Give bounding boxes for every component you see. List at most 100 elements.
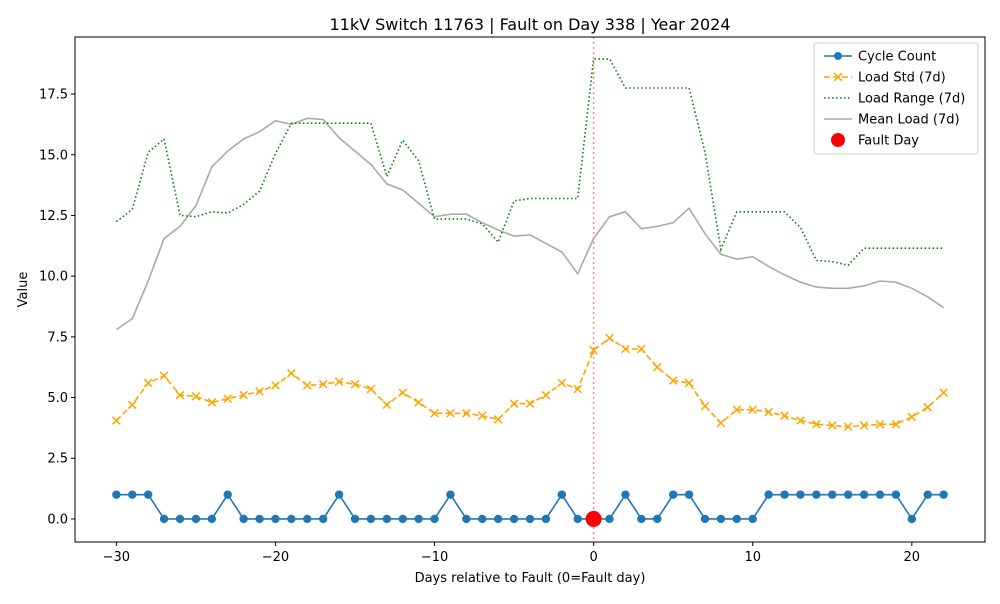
x-marker-stroke	[175, 390, 185, 400]
load-std-7d-point	[573, 384, 583, 394]
cycle-count-point	[541, 514, 551, 524]
x-marker-stroke	[366, 384, 376, 394]
x-marker-stroke	[509, 399, 519, 408]
cycle-count-point	[271, 514, 280, 524]
legend-label: Fault Day	[858, 134, 919, 149]
x-marker-stroke	[493, 415, 503, 424]
load-std-7d-point	[652, 362, 662, 372]
load-std-7d-point	[366, 384, 376, 394]
x-marker-stroke	[923, 402, 933, 412]
load-std-7d-point	[446, 408, 455, 418]
cycle-count-point	[780, 490, 789, 499]
load-std-7d-point	[112, 416, 121, 425]
load-std-7d-point	[732, 405, 742, 415]
cycle-count-point	[493, 514, 503, 524]
load-std-7d-point	[637, 344, 646, 354]
load-std-7d-point	[287, 368, 296, 378]
x-marker-stroke	[891, 419, 901, 429]
cycle-count-point	[143, 490, 153, 499]
x-marker-stroke	[764, 407, 773, 417]
load-std-7d-point	[430, 408, 439, 418]
cycle-count-point	[287, 514, 296, 524]
cycle-count-point	[653, 514, 662, 524]
cycle-count-point	[112, 490, 121, 499]
x-marker-stroke	[859, 421, 869, 430]
x-marker-stroke	[207, 398, 217, 407]
load-std-7d-point	[255, 387, 264, 396]
y-tick-label: 5.0	[47, 391, 68, 406]
x-marker-stroke	[287, 368, 296, 378]
plot-frame	[74, 36, 986, 543]
cycle-count-point	[605, 514, 614, 524]
load-std-7d-point	[525, 399, 535, 408]
cycle-count-point	[891, 490, 901, 499]
x-marker-stroke	[875, 419, 885, 429]
cycle-count-point	[557, 490, 567, 499]
cycle-count-point	[637, 514, 646, 524]
load-std-7d-point	[557, 378, 567, 388]
x-marker-stroke	[716, 418, 726, 428]
x-marker-stroke	[812, 419, 821, 429]
legend-swatch-marker	[831, 133, 845, 147]
mean-load-7d-line	[115, 117, 945, 331]
fault-day-marker	[585, 510, 602, 527]
x-marker-stroke	[621, 344, 630, 354]
cycle-count-point	[684, 490, 694, 499]
load-std-7d-point	[207, 398, 217, 407]
legend: Cycle Count Load Std (7d) Load Range (7d) M…	[813, 42, 979, 155]
load-std-7d-point	[764, 407, 773, 417]
load-std-7d-point	[859, 421, 869, 430]
x-marker-stroke	[334, 377, 344, 387]
y-tick-label: 7.5	[47, 330, 68, 345]
x-marker-stroke	[939, 388, 948, 398]
load-std-7d-point	[398, 388, 408, 398]
x-marker-stroke	[223, 394, 233, 404]
x-marker-stroke	[191, 391, 201, 401]
cycle-count-point	[923, 490, 932, 499]
x-marker-stroke	[605, 333, 614, 343]
load-std-7d-point	[827, 421, 837, 430]
x-marker-stroke	[477, 411, 487, 421]
x-marker-stroke	[255, 387, 264, 396]
x-tick-label: 20	[904, 550, 921, 565]
y-axis-label: Value	[16, 272, 31, 308]
x-marker-stroke	[382, 400, 392, 410]
cycle-count-point	[128, 490, 137, 499]
cycle-count-point	[334, 490, 344, 499]
cycle-count-point	[812, 490, 821, 499]
load-std-7d-point	[271, 381, 280, 390]
load-std-7d-point	[223, 394, 233, 404]
y-tick-label: 2.5	[47, 452, 68, 467]
cycle-count-point	[700, 514, 710, 524]
load-std-7d-point	[668, 376, 678, 385]
load-std-7d-point	[334, 377, 344, 387]
cycle-count-point	[525, 514, 535, 524]
x-marker-stroke	[780, 411, 789, 421]
legend-box	[813, 42, 979, 155]
load-std-7d-point	[350, 379, 360, 389]
load-std-7d-point	[191, 391, 201, 401]
load-std-7d-point	[812, 419, 821, 429]
x-marker-stroke	[541, 390, 551, 400]
cycle-count-point	[748, 514, 757, 524]
load-std-7d-point	[843, 422, 853, 432]
cycle-count-point	[796, 490, 805, 499]
x-marker-stroke	[302, 381, 312, 390]
x-marker-stroke	[573, 384, 583, 394]
y-tick-label: 12.5	[39, 209, 68, 224]
x-tick-label: −30	[103, 550, 130, 565]
load-std-7d-point	[143, 378, 153, 388]
cycle-count-point	[462, 514, 471, 524]
y-tick-label: 0.0	[47, 512, 68, 527]
x-marker-stroke	[239, 390, 248, 400]
x-axis-label: Days relative to Fault (0=Fault day)	[415, 571, 646, 586]
x-marker-stroke	[318, 379, 328, 389]
cycle-count-point	[446, 490, 455, 499]
load-std-7d-point	[796, 416, 805, 425]
load-std-7d-point	[875, 419, 885, 429]
load-std-7d-point	[605, 333, 614, 343]
load-std-7d-point	[414, 398, 423, 407]
load-std-7d-point	[684, 378, 694, 388]
cycle-count-point	[398, 514, 407, 524]
